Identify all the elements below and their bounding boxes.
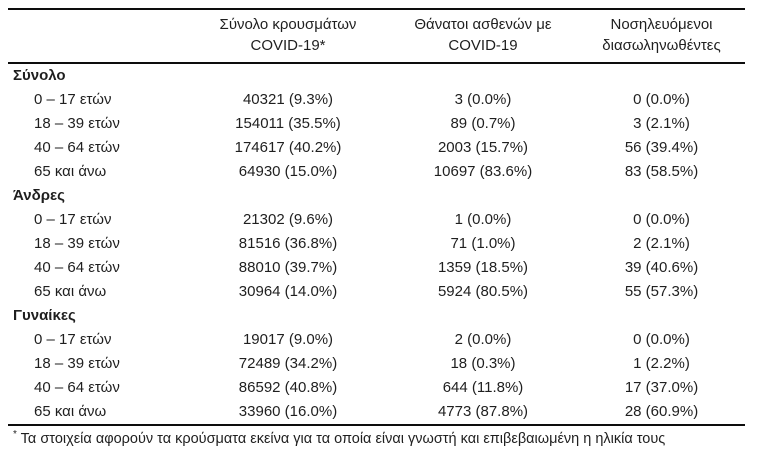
table-row: 18 – 39 ετών 154011 (35.5%) 89 (0.7%) 3 … xyxy=(8,112,745,136)
group-label: Άνδρες xyxy=(13,187,65,204)
intubated-cell: 0 (0.0%) xyxy=(633,331,690,348)
header-deaths-line2: COVID-19 xyxy=(448,37,518,54)
age-cell: 40 – 64 ετών xyxy=(34,139,120,156)
deaths-cell: 2003 (15.7%) xyxy=(437,139,529,156)
group-header-row-total: Σύνολο xyxy=(8,63,745,88)
table-row: 40 – 64 ετών 174617 (40.2%) 2003 (15.7%)… xyxy=(8,136,745,160)
table-body: Σύνολο 0 – 17 ετών 40321 (9.3%) 3 (0.0%)… xyxy=(8,63,745,425)
header-intubated-line2: διασωληνωθέντες xyxy=(602,37,721,54)
intubated-cell: 17 (37.0%) xyxy=(624,379,699,396)
group-label: Σύνολο xyxy=(13,67,66,84)
deaths-cell: 10697 (83.6%) xyxy=(433,163,533,180)
table-row: 65 και άνω 30964 (14.0%) 5924 (80.5%) 55… xyxy=(8,280,745,304)
table-footnote: * Τα στοιχεία αφορούν τα κρούσματα εκείν… xyxy=(8,426,750,449)
header-total-cases-line1: Σύνολο κρουσμάτων xyxy=(219,16,357,33)
group-header-row-women: Γυναίκες xyxy=(8,304,745,328)
table-header: Σύνολο κρουσμάτων COVID-19* Θάνατοι ασθε… xyxy=(8,9,745,63)
intubated-cell: 0 (0.0%) xyxy=(633,91,690,108)
cases-cell: 40321 (9.3%) xyxy=(242,91,334,108)
cases-cell: 19017 (9.0%) xyxy=(242,331,334,348)
table-row: 65 και άνω 33960 (16.0%) 4773 (87.8%) 28… xyxy=(8,400,745,425)
cases-cell: 81516 (36.8%) xyxy=(238,235,338,252)
deaths-cell: 644 (11.8%) xyxy=(442,379,524,396)
age-cell: 18 – 39 ετών xyxy=(34,115,120,132)
intubated-cell: 55 (57.3%) xyxy=(624,283,699,300)
cases-cell: 30964 (14.0%) xyxy=(238,283,338,300)
header-total-cases: Σύνολο κρουσμάτων COVID-19* xyxy=(188,9,388,63)
table-row: 0 – 17 ετών 40321 (9.3%) 3 (0.0%) 0 (0.0… xyxy=(8,88,745,112)
intubated-cell: 1 (2.2%) xyxy=(633,355,690,372)
group-label: Γυναίκες xyxy=(13,307,76,324)
covid-age-report: Σύνολο κρουσμάτων COVID-19* Θάνατοι ασθε… xyxy=(8,8,750,449)
table-row: 40 – 64 ετών 86592 (40.8%) 644 (11.8%) 1… xyxy=(8,376,745,400)
age-cell: 18 – 39 ετών xyxy=(34,355,120,372)
cases-cell: 33960 (16.0%) xyxy=(238,403,338,420)
header-intubated-line1: Νοσηλευόμενοι xyxy=(610,16,713,33)
cases-cell: 174617 (40.2%) xyxy=(234,139,342,156)
cases-cell: 72489 (34.2%) xyxy=(238,355,338,372)
deaths-cell: 2 (0.0%) xyxy=(454,331,512,348)
cases-cell: 21302 (9.6%) xyxy=(242,211,334,228)
deaths-cell: 1359 (18.5%) xyxy=(437,259,529,276)
deaths-cell: 89 (0.7%) xyxy=(450,115,516,132)
table-row: 0 – 17 ετών 21302 (9.6%) 1 (0.0%) 0 (0.0… xyxy=(8,208,745,232)
table-row: 18 – 39 ετών 81516 (36.8%) 71 (1.0%) 2 (… xyxy=(8,232,745,256)
footnote-asterisk-marker: * xyxy=(13,429,17,441)
deaths-cell: 18 (0.3%) xyxy=(450,355,516,372)
deaths-cell: 1 (0.0%) xyxy=(454,211,512,228)
table-row: 0 – 17 ετών 19017 (9.0%) 2 (0.0%) 0 (0.0… xyxy=(8,328,745,352)
header-total-cases-line2: COVID-19* xyxy=(250,37,326,54)
cases-cell: 86592 (40.8%) xyxy=(238,379,338,396)
table-row: 65 και άνω 64930 (15.0%) 10697 (83.6%) 8… xyxy=(8,160,745,184)
age-cell: 65 και άνω xyxy=(34,403,107,420)
header-deaths-line1: Θάνατοι ασθενών με xyxy=(414,16,552,33)
deaths-cell: 3 (0.0%) xyxy=(454,91,512,108)
intubated-cell: 56 (39.4%) xyxy=(624,139,699,156)
table-row: 40 – 64 ετών 88010 (39.7%) 1359 (18.5%) … xyxy=(8,256,745,280)
group-header-row-men: Άνδρες xyxy=(8,184,745,208)
deaths-cell: 71 (1.0%) xyxy=(450,235,516,252)
intubated-cell: 2 (2.1%) xyxy=(633,235,690,252)
age-cell: 18 – 39 ετών xyxy=(34,235,120,252)
intubated-cell: 28 (60.9%) xyxy=(624,403,699,420)
deaths-cell: 4773 (87.8%) xyxy=(437,403,529,420)
covid-age-table: Σύνολο κρουσμάτων COVID-19* Θάνατοι ασθε… xyxy=(8,8,745,426)
age-cell: 65 και άνω xyxy=(34,163,107,180)
age-cell: 40 – 64 ετών xyxy=(34,379,120,396)
intubated-cell: 3 (2.1%) xyxy=(633,115,690,132)
table-row: 18 – 39 ετών 72489 (34.2%) 18 (0.3%) 1 (… xyxy=(8,352,745,376)
cases-cell: 154011 (35.5%) xyxy=(235,115,341,132)
header-intubated: Νοσηλευόμενοι διασωληνωθέντες xyxy=(578,9,745,63)
deaths-cell: 5924 (80.5%) xyxy=(437,283,529,300)
age-cell: 0 – 17 ετών xyxy=(34,331,112,348)
intubated-cell: 39 (40.6%) xyxy=(624,259,699,276)
header-deaths: Θάνατοι ασθενών με COVID-19 xyxy=(388,9,578,63)
cases-cell: 64930 (15.0%) xyxy=(238,163,338,180)
age-cell: 40 – 64 ετών xyxy=(34,259,120,276)
intubated-cell: 83 (58.5%) xyxy=(624,163,699,180)
header-rowlabel xyxy=(8,9,188,63)
age-cell: 0 – 17 ετών xyxy=(34,211,112,228)
intubated-cell: 0 (0.0%) xyxy=(633,211,690,228)
footnote-text: Τα στοιχεία αφορούν τα κρούσματα εκείνα … xyxy=(16,431,666,447)
age-cell: 0 – 17 ετών xyxy=(34,91,112,108)
age-cell: 65 και άνω xyxy=(34,283,107,300)
header-row: Σύνολο κρουσμάτων COVID-19* Θάνατοι ασθε… xyxy=(8,9,745,63)
cases-cell: 88010 (39.7%) xyxy=(238,259,338,276)
